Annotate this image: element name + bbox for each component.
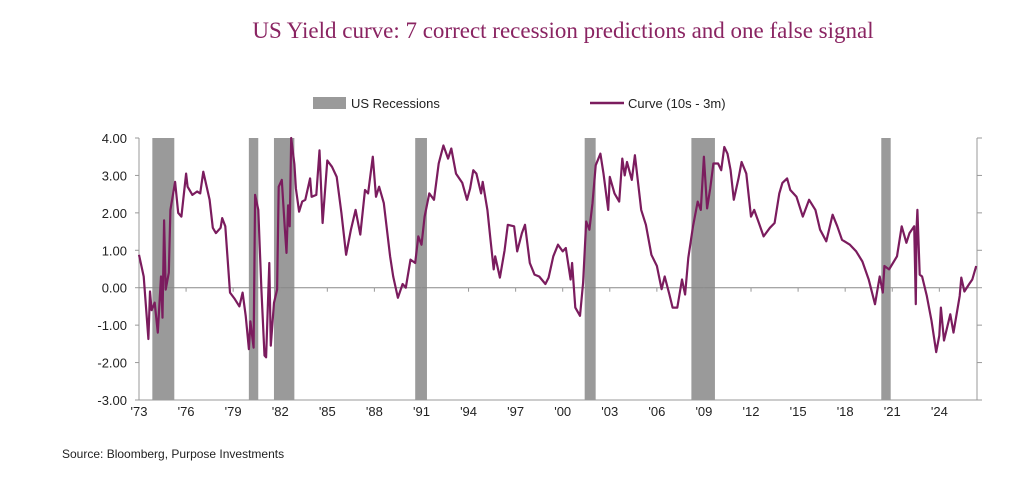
x-tick-label: '91 bbox=[413, 404, 430, 419]
x-tick-label: '97 bbox=[507, 404, 524, 419]
x-tick-label: '12 bbox=[743, 404, 760, 419]
recession-bar bbox=[584, 138, 596, 400]
legend-swatch-recessions bbox=[313, 97, 346, 109]
y-tick-label: -2.00 bbox=[97, 356, 127, 371]
y-tick-label: -1.00 bbox=[97, 318, 127, 333]
legend: US Recessions Curve (10s - 3m) bbox=[313, 96, 726, 111]
x-tick-label: '94 bbox=[460, 404, 477, 419]
recession-bar bbox=[881, 138, 891, 400]
axes: 4.00 3.00 2.00 1.00 0.00 -1.00 -2.00 -3.00 '73 '7… bbox=[97, 131, 982, 419]
source-note: Source: Bloomberg, Purpose Investments bbox=[62, 447, 285, 461]
y-tick-label: 3.00 bbox=[102, 168, 127, 183]
x-tick-label: '88 bbox=[366, 404, 383, 419]
y-tick-label: 0.00 bbox=[102, 281, 127, 296]
x-tick-label: '79 bbox=[225, 404, 242, 419]
series-layer bbox=[137, 136, 978, 359]
x-tick-label: '18 bbox=[837, 404, 854, 419]
y-tick-label: 4.00 bbox=[102, 131, 127, 146]
x-tick-label: '24 bbox=[931, 404, 948, 419]
x-tick-label: '03 bbox=[601, 404, 618, 419]
y-tick-label: 2.00 bbox=[102, 206, 127, 221]
legend-label-recessions: US Recessions bbox=[351, 96, 440, 111]
y-tick-label: 1.00 bbox=[102, 243, 127, 258]
x-tick-label: '06 bbox=[648, 404, 665, 419]
x-tick-label: '76 bbox=[178, 404, 195, 419]
y-tick-label: -3.00 bbox=[97, 393, 127, 408]
curve-line bbox=[137, 136, 978, 359]
x-tick-label: '85 bbox=[319, 404, 336, 419]
recession-bar bbox=[415, 138, 427, 400]
x-tick-label: '09 bbox=[695, 404, 712, 419]
recession-bars bbox=[152, 138, 891, 400]
x-tick-label: '21 bbox=[884, 404, 901, 419]
chart-title: US Yield curve: 7 correct recession pred… bbox=[252, 18, 874, 43]
legend-label-curve: Curve (10s - 3m) bbox=[628, 96, 726, 111]
x-tick-label: '15 bbox=[790, 404, 807, 419]
x-tick-label: '00 bbox=[554, 404, 571, 419]
x-tick-label: '82 bbox=[272, 404, 289, 419]
x-tick-label: '73 bbox=[131, 404, 148, 419]
